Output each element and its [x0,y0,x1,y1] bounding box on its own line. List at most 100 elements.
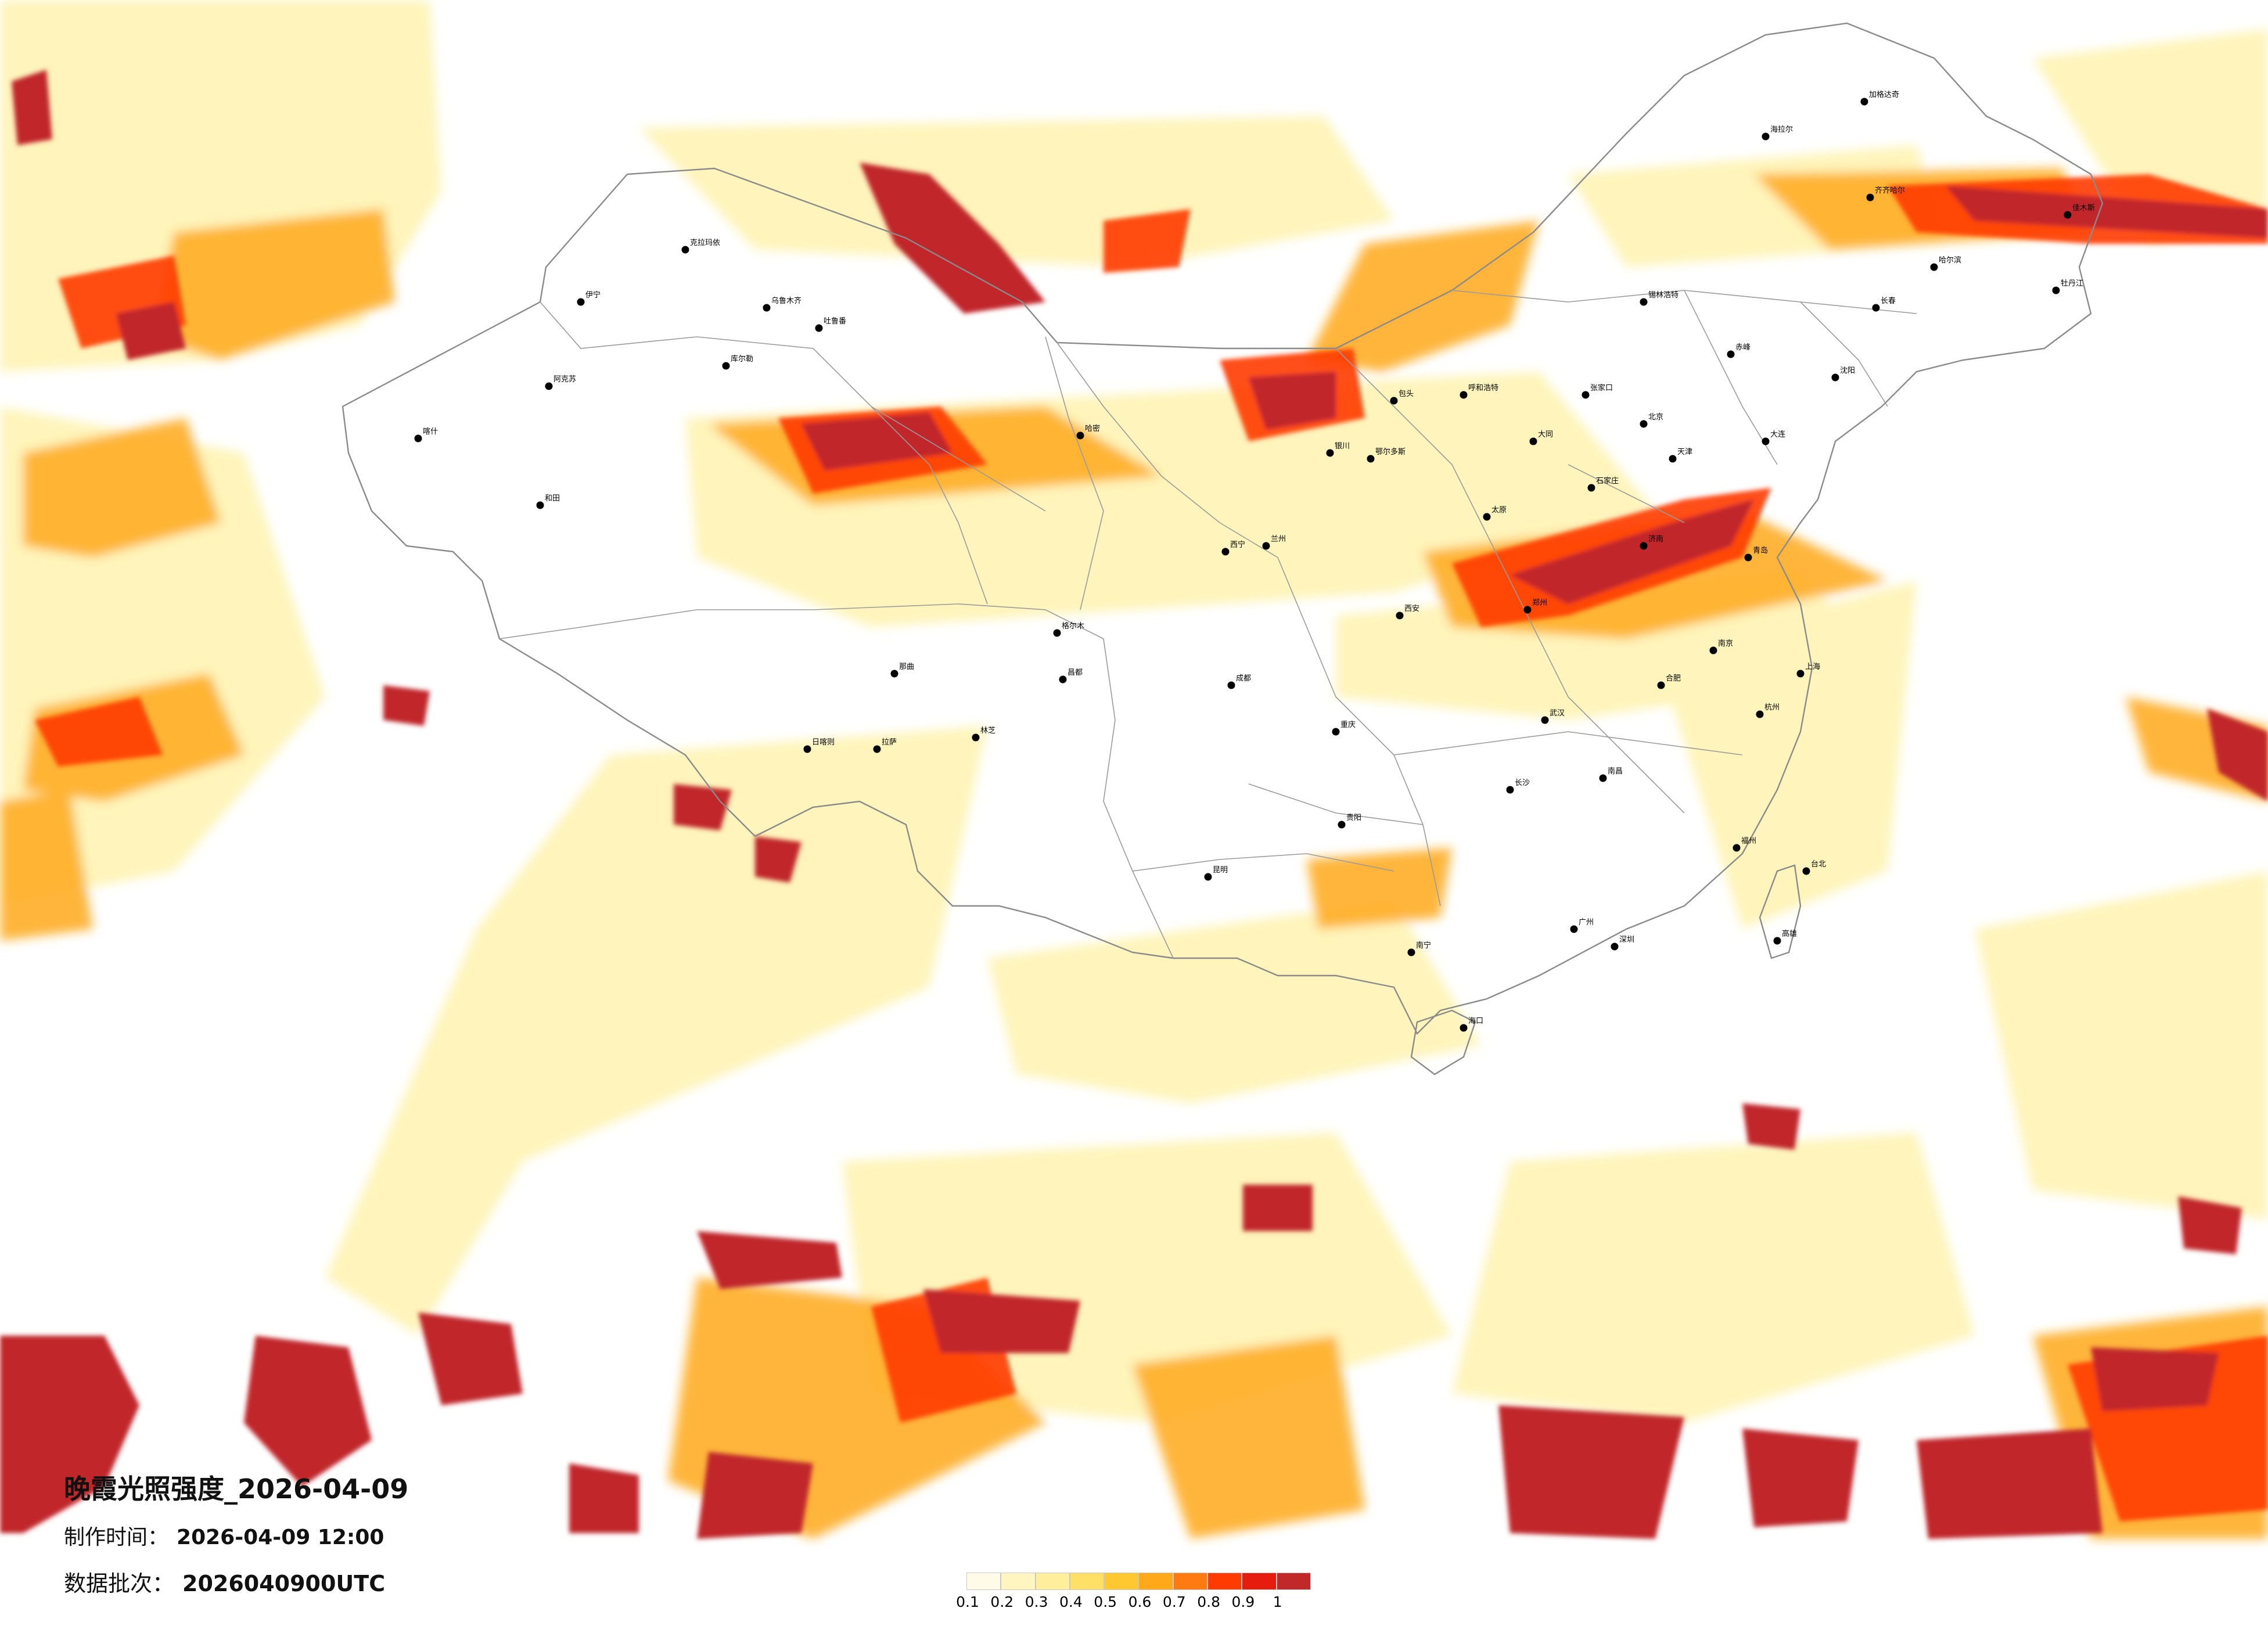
city-marker: 昆明 [1204,866,1228,881]
legend-swatch [1104,1573,1139,1590]
city-label: 重庆 [1340,720,1356,729]
production-time-label: 制作时间： [64,1526,169,1549]
city-dot [1657,681,1665,689]
city-marker: 南昌 [1599,767,1623,782]
city-dot [681,246,689,254]
city-marker: 拉萨 [873,738,897,753]
city-label: 哈尔滨 [1939,256,1961,265]
legend-swatch [1069,1573,1105,1590]
city-dot [1483,513,1491,521]
city-marker: 福州 [1733,837,1756,852]
city-label: 牡丹江 [2061,279,2083,288]
city-label: 台北 [1811,860,1826,869]
city-label: 石家庄 [1596,476,1619,485]
legend-swatch [1001,1573,1036,1590]
city-marker: 石家庄 [1587,476,1619,492]
city-dot [803,745,811,753]
city-dot [1506,786,1514,794]
china-outline [342,22,2104,1035]
city-dot [1762,132,1770,141]
city-dot [1709,646,1717,654]
city-dot [972,733,980,742]
city-label: 银川 [1335,442,1350,451]
city-label: 伊宁 [585,290,601,300]
city-dot [577,298,585,306]
city-marker: 西安 [1396,605,1419,620]
city-label: 郑州 [1532,599,1547,607]
city-label: 鄂尔多斯 [1375,447,1406,456]
city-label: 贵阳 [1346,814,1361,822]
city-marker: 喀什 [414,427,438,443]
city-marker: 那曲 [890,663,914,678]
city-label: 济南 [1648,534,1663,544]
city-marker: 重庆 [1332,720,1356,736]
city-dot [1611,942,1619,951]
city-marker: 广州 [1570,918,1594,933]
city-label: 昌都 [1067,668,1083,677]
city-label: 乌鲁木齐 [771,296,801,305]
city-label: 南京 [1718,639,1733,648]
city-dot [1727,350,1735,358]
city-marker: 佳木斯 [2064,204,2095,219]
city-label: 长沙 [1515,779,1530,787]
boundary-layer [342,22,2104,1075]
city-dot [873,745,881,753]
city-label: 锡林浩特 [1648,291,1678,300]
city-label: 北京 [1648,413,1663,422]
city-label: 拉萨 [882,738,897,747]
city-label: 格尔木 [1062,621,1084,631]
city-label: 佳木斯 [2072,204,2095,213]
city-dot [1744,553,1752,562]
city-label: 阿克苏 [553,375,576,384]
city-label: 林芝 [980,726,995,735]
city-dot [722,362,730,370]
city-dot [1367,455,1375,463]
city-dot [1541,716,1549,724]
city-dot [1640,298,1648,306]
intensity-core-layer [0,70,2268,1539]
city-label: 合肥 [1666,674,1681,683]
city-marker: 太原 [1483,506,1507,521]
city-marker: 牡丹江 [2052,279,2083,294]
production-time: 制作时间： 2026-04-09 12:00 [64,1520,384,1551]
city-marker: 海拉尔 [1762,125,1793,141]
legend-tick-label: 0.5 [1094,1593,1117,1610]
hainan-outline [1410,1009,1476,1075]
city-label: 哈密 [1085,424,1100,433]
city-marker: 昌都 [1059,668,1083,684]
city-dot [1587,484,1595,492]
city-dot [1570,925,1578,933]
intensity-max-fields [0,70,2268,1539]
city-dot [2064,211,2072,219]
legend-tick-label: 0.7 [1162,1593,1186,1610]
city-marker: 济南 [1640,534,1663,550]
city-label: 加格达奇 [1869,90,1899,99]
city-marker: 郑州 [1523,599,1547,614]
city-label: 赤峰 [1735,343,1751,352]
city-marker: 大同 [1529,430,1553,445]
taiwan-outline [1759,864,1802,959]
city-dot [1390,397,1398,405]
city-dot [1773,937,1781,945]
city-marker: 西宁 [1221,540,1245,556]
legend-swatch [1207,1573,1242,1590]
legend-swatch [1173,1573,1208,1590]
city-marker: 贵阳 [1338,814,1361,829]
city-label: 大连 [1770,430,1785,439]
city-label: 包头 [1399,390,1414,398]
city-marker: 上海 [1796,663,1820,678]
city-marker: 南宁 [1407,941,1431,956]
city-dot [1640,542,1648,550]
city-marker: 赤峰 [1727,343,1751,358]
city-label: 西安 [1404,605,1419,613]
city-dot [1523,606,1532,614]
city-label: 库尔勒 [731,354,753,364]
city-label: 杭州 [1764,703,1780,712]
city-marker: 海口 [1460,1017,1483,1032]
city-dot [536,501,544,509]
legend-tick-label: 1 [1273,1593,1282,1610]
city-dot [763,304,771,312]
city-label: 广州 [1579,918,1594,927]
city-dot [1396,611,1404,620]
city-marker: 吐鲁番 [815,317,846,332]
